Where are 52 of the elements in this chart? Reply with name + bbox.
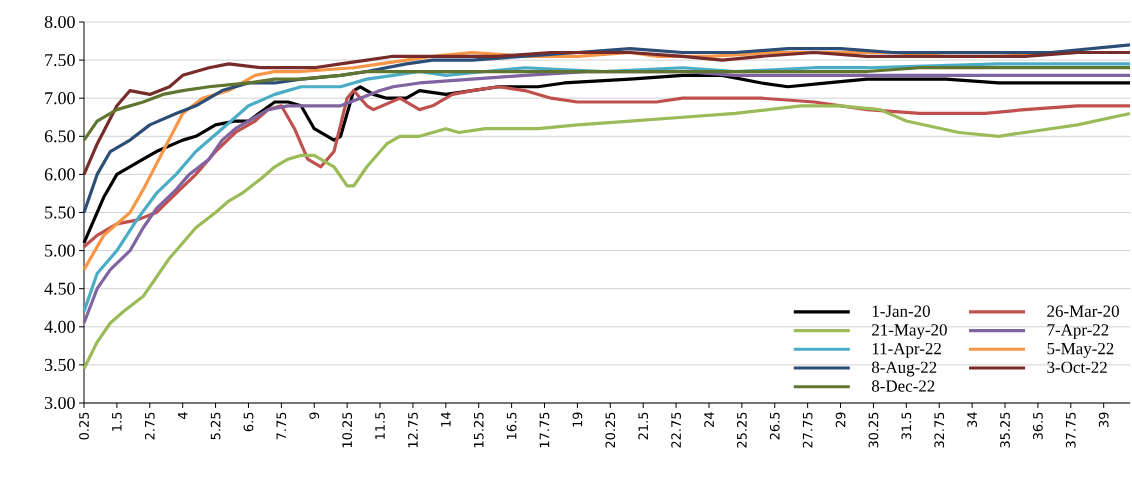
legend-label: 8-Dec-22	[871, 380, 935, 392]
y-tick-label: 6.50	[44, 130, 75, 143]
x-tick-label: 14	[441, 412, 451, 427]
y-tick-label: 4.50	[44, 282, 75, 295]
x-tick-label: 1.5	[112, 412, 122, 431]
legend-label: 11-Apr-22	[872, 342, 941, 358]
x-tick-label: 26.5	[769, 412, 780, 440]
x-tick-label: 39	[1098, 412, 1109, 427]
x-tick-label: 24	[704, 412, 714, 428]
legend-label: 21-May-20	[872, 324, 947, 340]
x-tick-label: 37.75	[1065, 412, 1076, 448]
x-tick-label: 25.25	[736, 412, 747, 448]
x-tick-label: 10.25	[342, 412, 353, 448]
y-tick-label: 8.00	[44, 15, 75, 29]
y-tick-label: 3.50	[44, 358, 75, 371]
x-tick-label: 22.75	[671, 412, 681, 448]
x-tick-label: 17.75	[539, 412, 550, 448]
x-tick-label: 5.25	[210, 412, 221, 440]
x-tick-label: 4	[177, 412, 188, 420]
y-tick-label: 5.00	[45, 244, 75, 257]
x-tick-label: 30.25	[868, 412, 879, 448]
y-tick-label: 3.00	[44, 396, 75, 410]
y-tick-label: 7.00	[45, 92, 75, 105]
x-tick-label: 31.5	[901, 412, 912, 440]
x-tick-label: 19	[572, 412, 583, 427]
y-tick-label: 7.50	[45, 54, 75, 67]
legend-label: 7-Apr-22	[1047, 324, 1109, 340]
x-tick-label: 35.25	[1000, 412, 1010, 448]
x-tick-label: 0.25	[79, 412, 89, 440]
x-tick-label: 27.75	[802, 412, 813, 448]
y-tick-label: 6.00	[44, 168, 75, 181]
x-tick-label: 9	[309, 412, 320, 419]
legend-label: 1-Jan-20	[872, 305, 930, 317]
x-tick-label: 12.75	[408, 412, 418, 448]
x-tick-label: 6.5	[243, 412, 254, 432]
x-tick-label: 34	[967, 412, 978, 427]
x-tick-label: 21.5	[638, 412, 649, 440]
legend-label: 26-Mar-20	[1047, 305, 1119, 317]
legend-label: 8-Aug-22	[871, 361, 937, 377]
y-tick-label: 4.00	[44, 320, 75, 333]
x-tick-label: 11.5	[375, 412, 385, 439]
x-tick-label: 29	[835, 412, 846, 428]
x-tick-label: 2.75	[144, 412, 155, 440]
y-tick-label: 5.50	[45, 206, 75, 219]
legend-label: 3-Oct-22	[1047, 361, 1107, 374]
x-tick-label: 16.5	[506, 412, 517, 439]
x-tick-label: 36.5	[1033, 412, 1043, 440]
legend-label: 5-May-22	[1047, 342, 1114, 358]
x-tick-label: 7.75	[276, 412, 287, 440]
x-tick-label: 20.25	[605, 412, 616, 448]
x-tick-label: 32.75	[934, 412, 945, 448]
x-tick-label: 15.25	[473, 412, 484, 448]
